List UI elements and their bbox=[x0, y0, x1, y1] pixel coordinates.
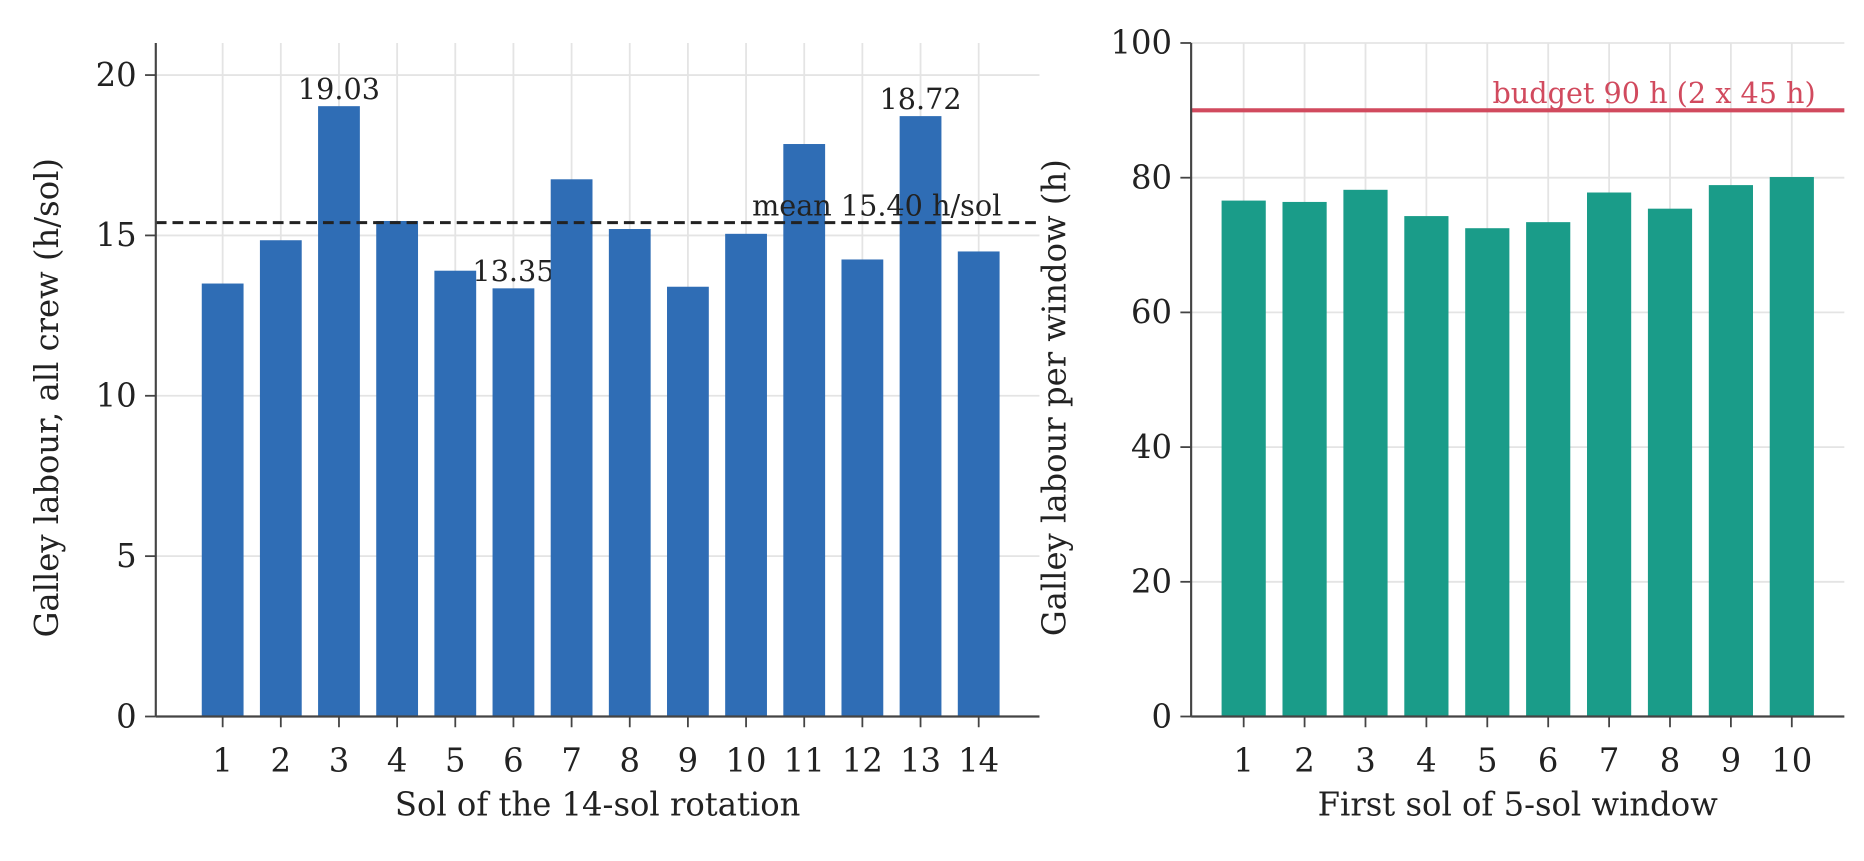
x-tick-label: 13 bbox=[900, 741, 941, 779]
bar bbox=[725, 233, 767, 717]
reference-label: budget 90 h (2 x 45 h) bbox=[1492, 76, 1815, 110]
x-tick-label: 5 bbox=[445, 741, 466, 779]
bar bbox=[550, 179, 593, 717]
bar bbox=[608, 229, 651, 717]
x-tick-label: 7 bbox=[561, 741, 582, 779]
bar bbox=[1647, 208, 1693, 717]
bar bbox=[783, 144, 826, 717]
bar bbox=[957, 251, 1000, 717]
y-tick-label: 10 bbox=[96, 377, 137, 415]
bar bbox=[1769, 177, 1814, 717]
y-tick-label: 100 bbox=[1110, 24, 1172, 62]
x-tick-label: 1 bbox=[212, 741, 233, 779]
bar bbox=[434, 270, 477, 717]
x-tick-label: 12 bbox=[842, 741, 883, 779]
x-tick-label: 3 bbox=[1355, 741, 1376, 779]
y-tick-label: 80 bbox=[1131, 158, 1172, 196]
bar bbox=[1526, 222, 1571, 717]
bar bbox=[318, 106, 360, 717]
y-tick-label: 20 bbox=[96, 56, 137, 94]
bar bbox=[201, 283, 244, 717]
x-tick-label: 14 bbox=[958, 741, 999, 779]
y-tick-label: 15 bbox=[96, 216, 137, 254]
bar bbox=[1587, 192, 1632, 717]
x-tick-label: 3 bbox=[329, 741, 350, 779]
y-axis-label: Galley labour, all crew (h/sol) bbox=[28, 158, 66, 637]
bar bbox=[1221, 200, 1266, 717]
bar bbox=[376, 220, 419, 717]
y-tick-label: 0 bbox=[1152, 697, 1173, 735]
bar bbox=[259, 240, 302, 717]
x-tick-label: 8 bbox=[619, 741, 640, 779]
y-tick-label: 20 bbox=[1131, 563, 1172, 601]
bar bbox=[667, 286, 709, 717]
bar bbox=[1708, 185, 1753, 717]
value-label: 19.03 bbox=[298, 72, 380, 106]
bar bbox=[1343, 189, 1388, 717]
x-axis-label: First sol of 5-sol window bbox=[1318, 786, 1719, 824]
x-tick-label: 2 bbox=[1294, 741, 1315, 779]
bar bbox=[1465, 228, 1510, 717]
x-tick-label: 8 bbox=[1660, 741, 1681, 779]
bar bbox=[1404, 216, 1449, 717]
x-axis-label: Sol of the 14-sol rotation bbox=[395, 786, 801, 824]
x-tick-label: 10 bbox=[1771, 741, 1812, 779]
x-tick-label: 9 bbox=[678, 741, 699, 779]
bar bbox=[492, 288, 535, 717]
value-label: 18.72 bbox=[880, 82, 962, 116]
x-tick-label: 9 bbox=[1721, 741, 1742, 779]
y-tick-label: 60 bbox=[1131, 293, 1172, 331]
bar bbox=[841, 259, 884, 717]
y-tick-label: 40 bbox=[1131, 428, 1172, 466]
x-tick-label: 6 bbox=[1538, 741, 1559, 779]
y-tick-label: 5 bbox=[116, 537, 137, 575]
x-tick-label: 2 bbox=[271, 741, 292, 779]
x-tick-label: 1 bbox=[1233, 741, 1254, 779]
x-tick-label: 4 bbox=[387, 741, 408, 779]
bar bbox=[899, 116, 942, 717]
x-tick-label: 4 bbox=[1416, 741, 1437, 779]
y-tick-label: 0 bbox=[116, 697, 137, 735]
bar bbox=[1282, 201, 1327, 717]
x-tick-label: 7 bbox=[1599, 741, 1620, 779]
value-label: 13.35 bbox=[472, 254, 554, 288]
x-tick-label: 5 bbox=[1477, 741, 1498, 779]
x-tick-label: 11 bbox=[784, 741, 825, 779]
reference-label: mean 15.40 h/sol bbox=[752, 188, 1001, 222]
y-axis-label: Galley labour per window (h) bbox=[1036, 159, 1074, 636]
x-tick-label: 10 bbox=[726, 741, 767, 779]
x-tick-label: 6 bbox=[503, 741, 524, 779]
